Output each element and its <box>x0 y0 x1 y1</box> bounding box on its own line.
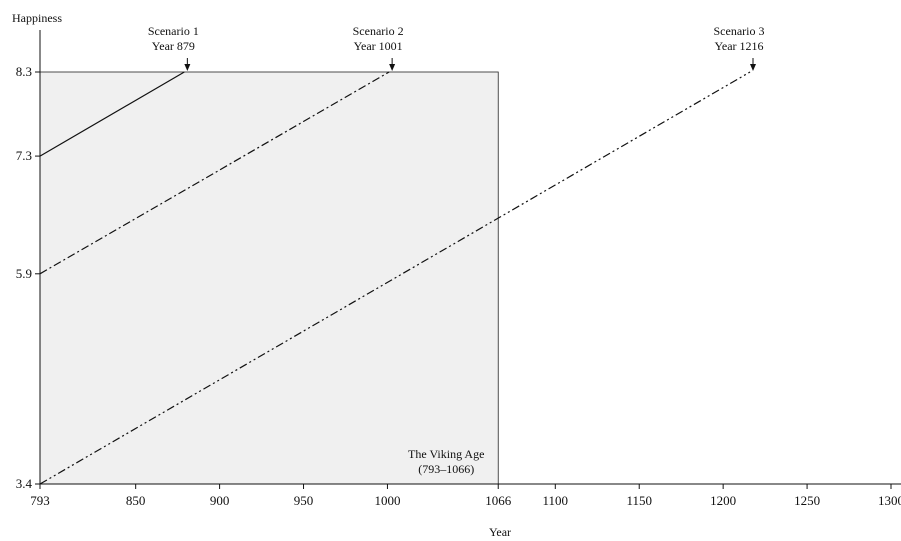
x-tick-label: 1150 <box>626 493 652 508</box>
y-tick-label: 5.9 <box>16 266 32 281</box>
series-line-scenario-3 <box>39 71 751 485</box>
scenario-2-label: Scenario 2 <box>353 24 404 38</box>
x-tick-label: 1300 <box>878 493 901 508</box>
scenario-2-year: Year 1001 <box>354 39 403 53</box>
viking-age-label-line1: The Viking Age <box>408 447 484 461</box>
scenario-3-year: Year 1216 <box>714 39 763 53</box>
x-tick-label: 1066 <box>485 493 512 508</box>
scenario-1-label: Scenario 1 <box>148 24 199 38</box>
x-tick-label: 793 <box>30 493 50 508</box>
x-tick-label: 1000 <box>374 493 400 508</box>
scenario-1-year: Year 879 <box>152 39 195 53</box>
x-tick-label: 900 <box>210 493 230 508</box>
series-group <box>39 71 751 485</box>
y-tick-label: 8.3 <box>16 64 32 79</box>
y-axis-title: Happiness <box>12 11 62 25</box>
y-tick-label: 3.4 <box>16 476 33 491</box>
x-tick-label: 950 <box>294 493 314 508</box>
series-line-scenario-1 <box>39 71 185 157</box>
x-tick-label: 1200 <box>710 493 736 508</box>
scenario-1-arrowhead <box>184 64 191 71</box>
x-axis-title: Year <box>489 525 511 539</box>
scenario-2-arrowhead <box>389 64 396 71</box>
x-tick-label: 1100 <box>543 493 569 508</box>
viking-age-region-group: The Viking Age(793–1066) <box>39 71 499 485</box>
x-tick-label: 1250 <box>794 493 820 508</box>
viking-age-label-line2: (793–1066) <box>418 462 474 476</box>
scenario-3-label: Scenario 3 <box>714 24 765 38</box>
scenario-3-arrowhead <box>750 64 757 71</box>
series-line-scenario-2 <box>39 71 390 275</box>
y-tick-label: 7.3 <box>16 148 32 163</box>
viking-age-region <box>39 71 499 485</box>
axes-group: 793 850 900 950 1000 1066 1100 1150 1200 1250 1300… <box>16 30 901 508</box>
x-tick-label: 850 <box>126 493 146 508</box>
